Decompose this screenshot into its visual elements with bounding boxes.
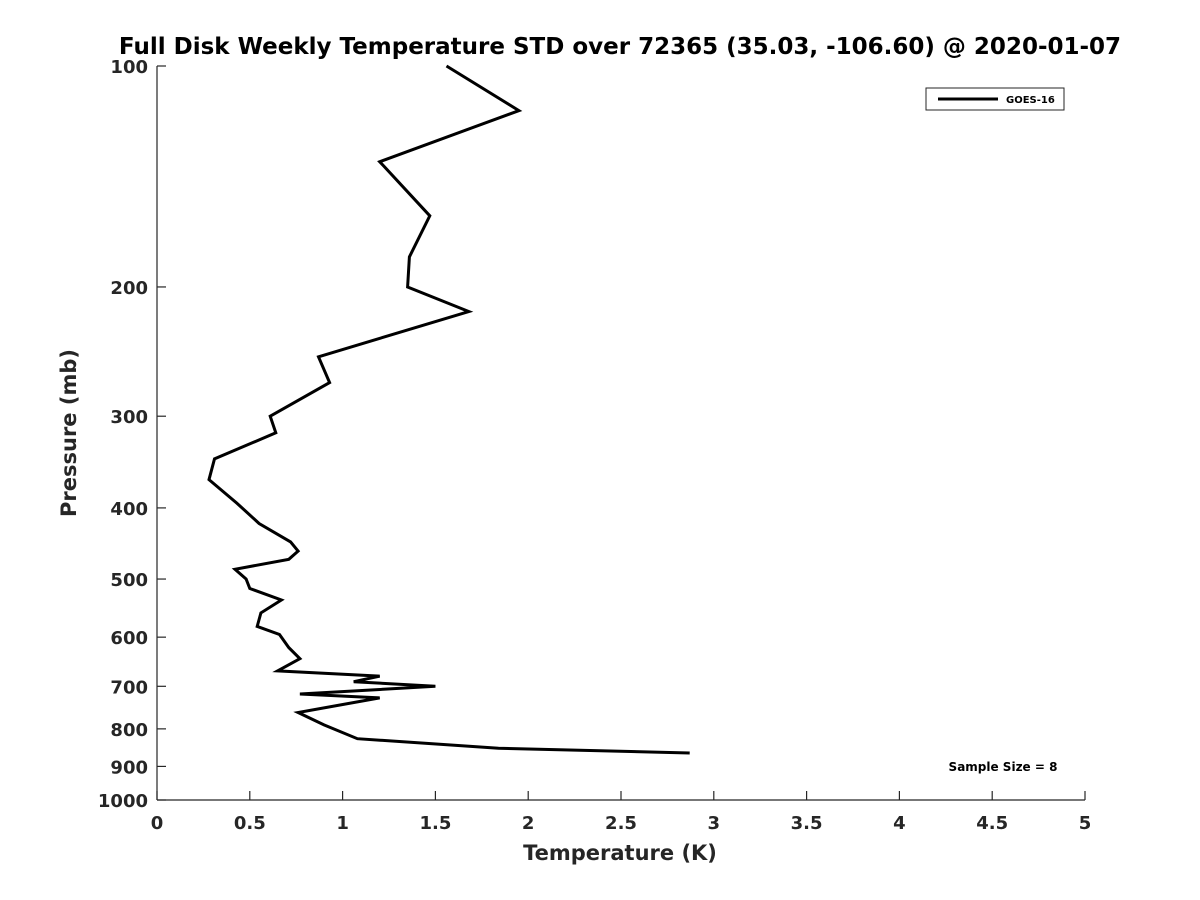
x-ticks: 0 0.5 1 1.5 2 2.5 3 3.5 4 4.5 5 bbox=[151, 791, 1092, 834]
x-tick-label: 4 bbox=[893, 813, 906, 834]
x-axis-label: Temperature (K) bbox=[523, 841, 717, 865]
y-tick-label: 100 bbox=[110, 57, 148, 78]
x-tick-label: 3.5 bbox=[791, 813, 823, 834]
y-axis-label: Pressure (mb) bbox=[57, 349, 81, 517]
sample-size-annotation: Sample Size = 8 bbox=[949, 760, 1058, 774]
x-tick-label: 0.5 bbox=[234, 813, 266, 834]
series-line-goes-16 bbox=[207, 64, 690, 755]
y-tick-label: 200 bbox=[110, 278, 148, 299]
y-tick-label: 900 bbox=[110, 757, 148, 778]
y-tick-label: 500 bbox=[110, 570, 148, 591]
chart-title: Full Disk Weekly Temperature STD over 72… bbox=[119, 34, 1121, 60]
x-tick-label: 4.5 bbox=[976, 813, 1008, 834]
x-tick-label: 1.5 bbox=[419, 813, 451, 834]
y-tick-label: 600 bbox=[110, 628, 148, 649]
y-ticks: 100 200 300 400 500 600 700 800 900 1000 bbox=[98, 57, 166, 812]
legend: GOES-16 bbox=[925, 87, 1065, 111]
x-tick-label: 2 bbox=[522, 813, 535, 834]
y-tick-label: 800 bbox=[110, 720, 148, 741]
x-tick-label: 1 bbox=[336, 813, 349, 834]
y-tick-label: 700 bbox=[110, 677, 148, 698]
x-tick-label: 0 bbox=[151, 813, 164, 834]
plot-area: 0 0.5 1 1.5 2 2.5 3 3.5 4 4.5 5 100 200 300 400 500 600… bbox=[98, 57, 1091, 834]
x-tick-label: 2.5 bbox=[605, 813, 637, 834]
x-tick-label: 3 bbox=[708, 813, 721, 834]
x-tick-label: 5 bbox=[1079, 813, 1092, 834]
legend-label-goes-16: GOES-16 bbox=[1006, 95, 1055, 106]
y-tick-label: 400 bbox=[110, 499, 148, 520]
y-tick-label: 1000 bbox=[98, 791, 148, 812]
y-tick-label: 300 bbox=[110, 407, 148, 428]
